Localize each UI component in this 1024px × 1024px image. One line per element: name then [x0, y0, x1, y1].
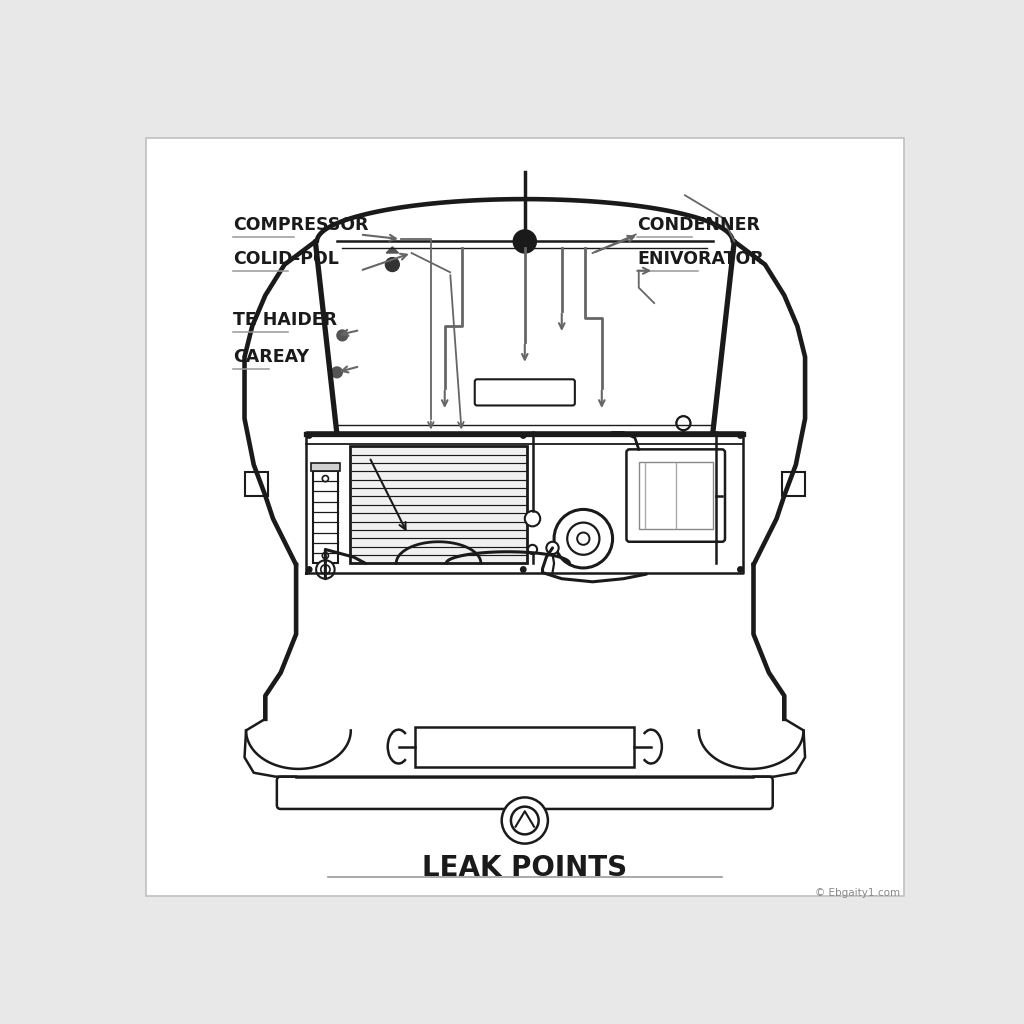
Text: LEAK POINTS: LEAK POINTS [422, 854, 628, 883]
Circle shape [547, 542, 559, 554]
Text: CONDENNER: CONDENNER [637, 216, 760, 233]
Bar [306, 432, 743, 572]
Bar [416, 727, 634, 767]
Circle shape [502, 798, 548, 844]
Circle shape [321, 565, 330, 574]
Text: COLID-POL: COLID-POL [233, 251, 339, 268]
Circle shape [677, 416, 690, 430]
Circle shape [737, 433, 743, 438]
Circle shape [520, 433, 526, 438]
Circle shape [511, 807, 539, 835]
Bar [310, 463, 340, 471]
Circle shape [385, 258, 399, 271]
Circle shape [513, 230, 537, 253]
Circle shape [737, 567, 743, 572]
Circle shape [554, 509, 612, 568]
Bar [639, 462, 713, 529]
FancyBboxPatch shape [276, 776, 773, 809]
Text: ENIVORATOR: ENIVORATOR [637, 251, 764, 268]
Bar [350, 446, 527, 563]
FancyBboxPatch shape [146, 138, 903, 896]
Circle shape [520, 567, 526, 572]
Circle shape [306, 567, 312, 572]
Circle shape [524, 511, 541, 526]
Circle shape [306, 433, 312, 438]
Text: CAREAY: CAREAY [233, 348, 309, 367]
Circle shape [332, 367, 342, 378]
Polygon shape [782, 472, 805, 496]
Circle shape [677, 416, 690, 430]
Circle shape [323, 475, 329, 481]
Circle shape [316, 560, 335, 579]
Circle shape [578, 532, 590, 545]
FancyBboxPatch shape [475, 379, 574, 406]
Circle shape [323, 553, 329, 559]
Polygon shape [245, 472, 267, 496]
Text: COMPRESSOR: COMPRESSOR [233, 216, 369, 233]
Text: TE HAIDER: TE HAIDER [233, 311, 337, 330]
Circle shape [528, 545, 538, 554]
Circle shape [567, 522, 599, 555]
Polygon shape [386, 247, 398, 253]
Circle shape [337, 330, 348, 341]
Text: © Ebgaity1.com: © Ebgaity1.com [815, 888, 900, 898]
FancyBboxPatch shape [627, 450, 725, 542]
Bar [313, 471, 338, 563]
